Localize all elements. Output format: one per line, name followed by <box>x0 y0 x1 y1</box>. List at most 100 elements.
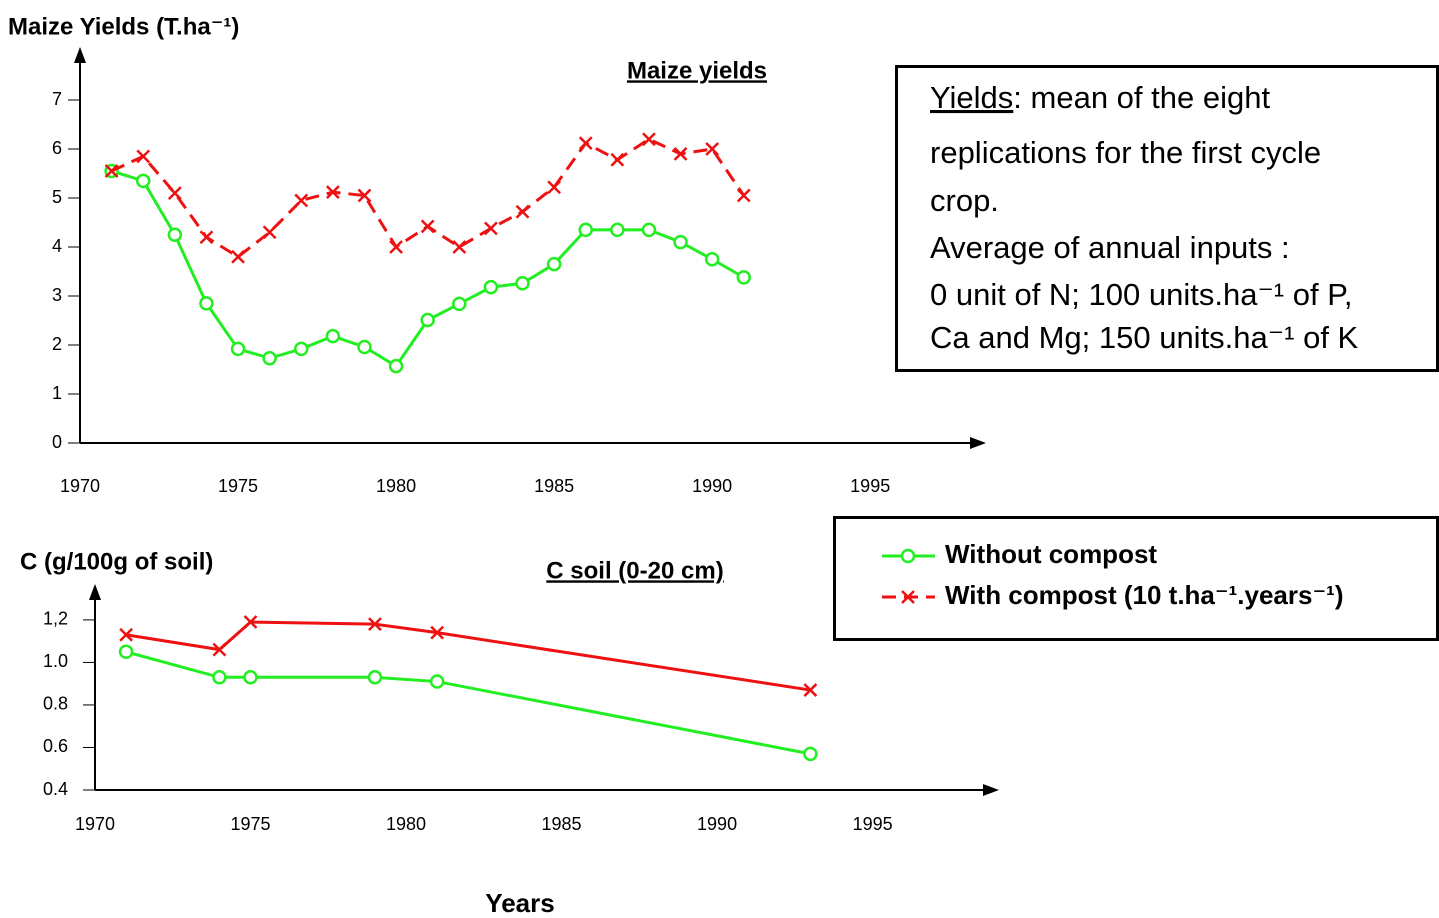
point <box>803 683 818 697</box>
point <box>705 142 720 156</box>
point <box>736 270 752 285</box>
x-tick-label: 1980 <box>386 814 426 834</box>
y-tick-label: 1.0 <box>43 651 68 671</box>
point <box>368 617 382 632</box>
annotation-line: crop. <box>930 183 999 218</box>
y-tick-label: 7 <box>52 89 62 109</box>
point <box>420 219 435 234</box>
x-axis-title: Years <box>485 888 554 918</box>
y-axis-arrow <box>89 584 101 600</box>
point <box>483 279 499 295</box>
point <box>325 185 340 200</box>
y-tick-label: 0 <box>52 432 62 452</box>
point <box>243 670 258 685</box>
x-tick-label: 1995 <box>850 476 890 496</box>
point <box>673 234 688 250</box>
x-axis-arrow <box>970 437 986 449</box>
point <box>262 350 277 366</box>
point <box>230 341 246 357</box>
series-line <box>125 620 811 692</box>
point <box>388 358 404 374</box>
y-tick-label: 6 <box>52 138 62 158</box>
annotation-line: Ca and Mg; 150 units.ha⁻¹ of K <box>930 320 1359 355</box>
point <box>212 670 227 685</box>
point <box>212 642 227 657</box>
annotation-line: replications for the first cycle <box>930 135 1321 170</box>
point <box>262 225 277 240</box>
point <box>673 147 688 161</box>
point <box>704 252 720 267</box>
x-tick-label: 1995 <box>853 814 893 834</box>
legend-box <box>833 516 1439 641</box>
y-axis-title: C (g/100g of soil) <box>20 548 213 575</box>
x-tick-label: 1975 <box>230 814 270 834</box>
point <box>429 674 445 689</box>
legend-marker <box>901 590 915 604</box>
x-tick-label: 1985 <box>534 476 574 496</box>
x-tick-label: 1980 <box>376 476 416 496</box>
y-axis-title: Maize Yields (T.ha⁻¹) <box>8 13 239 40</box>
y-tick-label: 0.4 <box>43 779 68 799</box>
point <box>546 256 562 272</box>
annotation-underlined: Yields <box>930 80 1013 115</box>
legend-label: Without compost <box>945 539 1157 569</box>
x-tick-label: 1975 <box>218 476 258 496</box>
point <box>803 746 818 762</box>
point <box>642 132 656 147</box>
point <box>578 136 593 151</box>
point <box>119 627 133 642</box>
x-axis-arrow <box>983 784 999 796</box>
point <box>243 615 258 629</box>
point <box>294 341 309 357</box>
x-tick-label: 1970 <box>75 814 115 834</box>
point <box>167 227 183 242</box>
series-line <box>125 650 811 756</box>
legend-label: With compost (10 t.ha⁻¹.years⁻¹) <box>945 580 1344 610</box>
annotation-text: : mean of the eight <box>1013 80 1270 115</box>
point <box>367 670 383 685</box>
point <box>231 249 245 264</box>
point <box>135 173 151 189</box>
x-tick-label: 1970 <box>60 476 100 496</box>
annotation-line: Yields: mean of the eight <box>930 80 1270 115</box>
point <box>420 312 435 328</box>
point <box>118 644 134 660</box>
x-tick-label: 1990 <box>697 814 737 834</box>
y-axis-arrow <box>74 47 86 63</box>
chart-title: Maize yields <box>627 57 767 84</box>
point <box>430 625 445 640</box>
point <box>325 328 341 344</box>
annotation-box <box>895 65 1439 372</box>
point <box>199 230 214 245</box>
y-tick-label: 3 <box>52 285 62 305</box>
y-tick-label: 5 <box>52 187 62 207</box>
x-tick-label: 1990 <box>692 476 732 496</box>
y-tick-label: 4 <box>52 236 62 256</box>
point <box>547 180 562 195</box>
point <box>389 240 403 254</box>
y-tick-label: 2 <box>52 334 62 354</box>
chart-title: C soil (0-20 cm) <box>546 557 723 584</box>
annotation-line: 0 unit of N; 100 units.ha⁻¹ of P, <box>930 277 1353 312</box>
point <box>167 186 182 200</box>
point <box>515 276 530 291</box>
legend-marker <box>900 548 916 564</box>
point <box>199 296 214 311</box>
point <box>357 188 372 203</box>
point <box>294 193 309 208</box>
y-tick-label: 0.6 <box>43 736 68 756</box>
x-tick-label: 1985 <box>542 814 582 834</box>
point <box>641 222 657 238</box>
point <box>104 164 119 178</box>
point <box>452 240 467 254</box>
series-line <box>110 137 746 259</box>
point <box>357 339 372 355</box>
y-tick-label: 1,2 <box>43 609 68 629</box>
point <box>578 222 593 238</box>
point <box>736 188 751 203</box>
point <box>136 149 151 164</box>
point <box>610 152 625 167</box>
y-tick-label: 1 <box>52 383 62 403</box>
annotation-line: Average of annual inputs : <box>930 230 1290 265</box>
